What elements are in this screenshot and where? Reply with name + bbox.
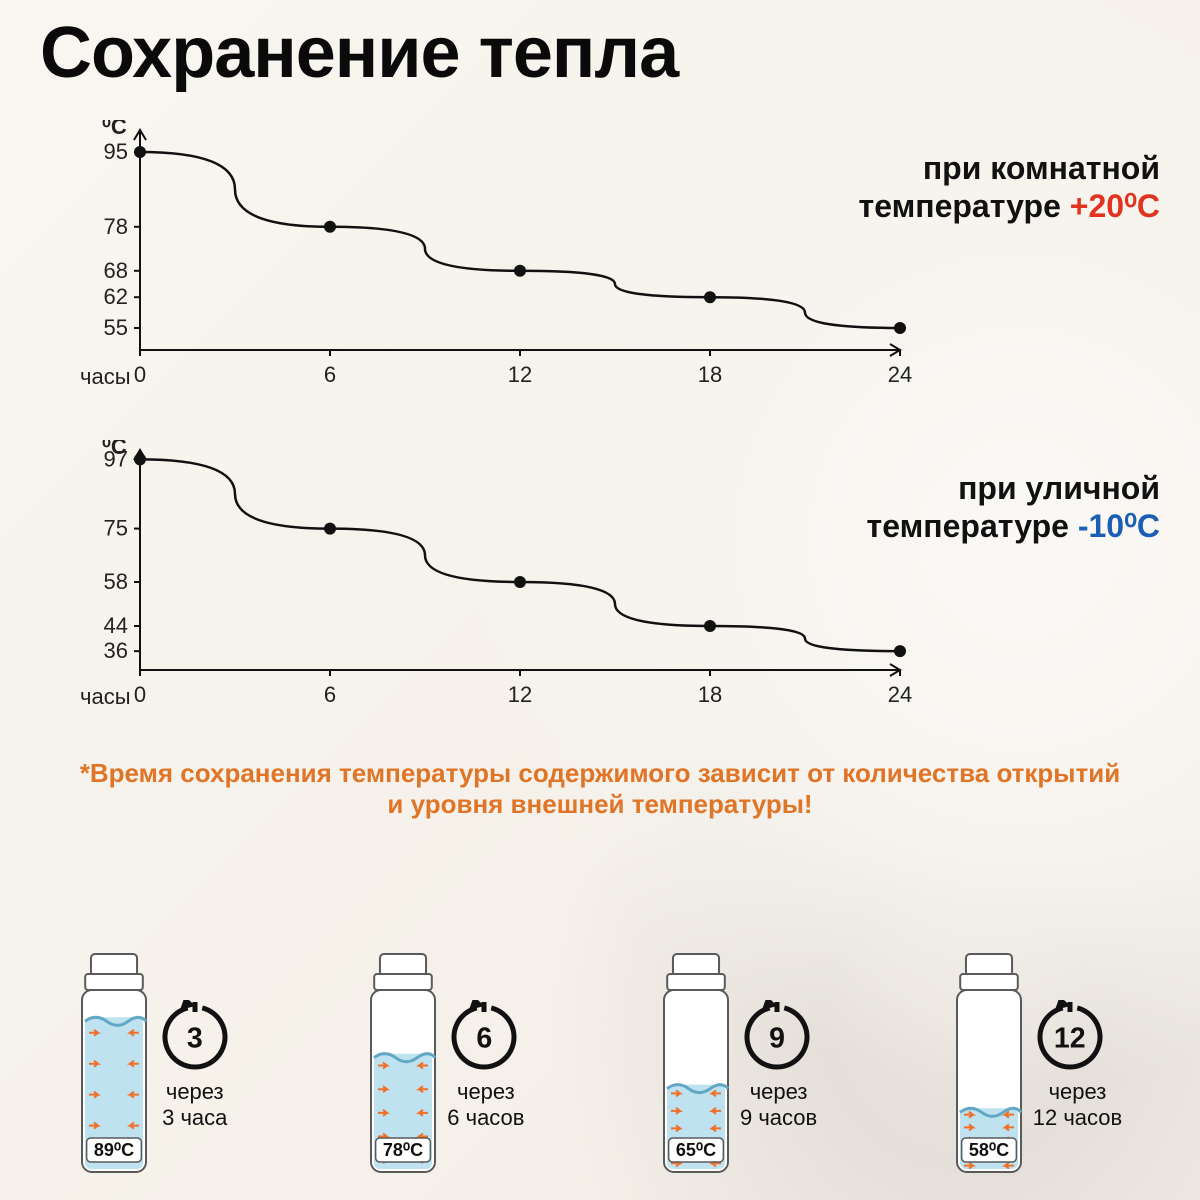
thermos-after-label: через — [447, 1079, 524, 1105]
chart-room-temp: ⁰C часы 95 78 6862 550 6 12 18 24 — [60, 120, 920, 425]
x-tick-label: 12 — [508, 362, 532, 387]
data-point — [704, 620, 716, 632]
footnote: *Время сохранения температуры содержимог… — [0, 758, 1200, 820]
data-point — [324, 221, 336, 233]
y-tick-label: 55 — [104, 315, 128, 340]
condition-room-line1: при комнатной — [859, 150, 1160, 187]
data-point — [134, 453, 146, 465]
thermos-bottle-icon: 89⁰C — [78, 950, 150, 1180]
y-tick-label: 68 — [104, 258, 128, 283]
thermos-info: 3 через3 часа — [158, 1000, 232, 1131]
y-tick-label: 58 — [104, 569, 128, 594]
x-tick-label: 6 — [324, 362, 336, 387]
thermos-info: 12 через12 часов — [1033, 1000, 1122, 1131]
thermos-duration: 9 часов — [740, 1105, 817, 1131]
y-tick-label: 95 — [104, 139, 128, 164]
thermos-item: 65⁰C 9 через9 часов — [660, 950, 817, 1180]
condition-outdoor-line2-pre: температуре — [867, 508, 1078, 544]
x-tick-label: 24 — [888, 362, 912, 387]
data-point — [514, 265, 526, 277]
thermos-temp: 65⁰C — [676, 1140, 716, 1160]
condition-room-value: +20⁰C — [1070, 188, 1160, 224]
page-title: Сохранение тепла — [40, 12, 678, 94]
thermos-duration: 6 часов — [447, 1105, 524, 1131]
clock-icon: 3 — [158, 1000, 232, 1079]
data-point — [514, 576, 526, 588]
thermos-after-label: через — [158, 1079, 232, 1105]
data-point — [134, 146, 146, 158]
y-tick-label: 97 — [104, 446, 128, 471]
thermos-row: 89⁰C3через3 часа78⁰C6через6 часов65⁰C9че… — [0, 950, 1200, 1180]
thermos-item: 89⁰C 3 через3 часа — [78, 950, 232, 1180]
thermos-bottle-icon: 58⁰C — [953, 950, 1025, 1180]
data-point — [704, 291, 716, 303]
x-label: часы — [80, 364, 131, 389]
series-line — [140, 459, 900, 651]
x-tick-label: 18 — [698, 362, 722, 387]
y-tick-label: 75 — [104, 516, 128, 541]
chart-svg: ⁰Cчасы977558443606121824 — [60, 440, 920, 740]
series-line — [140, 152, 900, 328]
clock-hours: 12 — [1054, 1023, 1086, 1056]
y-unit-label: ⁰C — [102, 120, 127, 139]
thermos-info: 9 через9 часов — [740, 1000, 817, 1131]
thermos-duration: 3 часа — [158, 1105, 232, 1131]
clock-hours: 6 — [476, 1023, 492, 1056]
x-tick-label: 0 — [134, 362, 146, 387]
condition-room: при комнатной температуре +20⁰C — [859, 150, 1160, 225]
chart-svg: ⁰C часы 95 78 6862 550 6 12 18 24 — [60, 120, 920, 420]
y-tick-label: 62 — [104, 284, 128, 309]
x-tick-label: 24 — [888, 682, 912, 707]
thermos-item: 58⁰C 12 через12 часов — [953, 950, 1122, 1180]
y-tick-label: 78 — [104, 214, 128, 239]
clock-hours: 3 — [187, 1023, 203, 1056]
x-tick-label: 6 — [324, 682, 336, 707]
thermos-after-label: через — [1033, 1079, 1122, 1105]
condition-outdoor: при уличной температуре -10⁰C — [867, 470, 1160, 545]
thermos-after-label: через — [740, 1079, 817, 1105]
x-tick-label: 12 — [508, 682, 532, 707]
thermos-duration: 12 часов — [1033, 1105, 1122, 1131]
data-point — [324, 523, 336, 535]
clock-icon: 12 — [1033, 1000, 1107, 1079]
thermos-info: 6 через6 часов — [447, 1000, 524, 1131]
condition-outdoor-value: -10⁰C — [1078, 508, 1160, 544]
clock-hours: 9 — [769, 1023, 785, 1056]
thermos-bottle-icon: 65⁰C — [660, 950, 732, 1180]
chart-outdoor-temp: ⁰Cчасы977558443606121824 — [60, 440, 920, 745]
x-label: часы — [80, 684, 131, 709]
y-tick-label: 36 — [104, 638, 128, 663]
condition-outdoor-line1: при уличной — [867, 470, 1160, 507]
clock-icon: 6 — [447, 1000, 521, 1079]
x-tick-label: 18 — [698, 682, 722, 707]
thermos-bottle-icon: 78⁰C — [367, 950, 439, 1180]
condition-room-line2-pre: температуре — [859, 188, 1070, 224]
data-point — [894, 322, 906, 334]
thermos-temp: 89⁰C — [94, 1140, 134, 1160]
thermos-item: 78⁰C 6 через6 часов — [367, 950, 524, 1180]
y-tick-label: 44 — [104, 613, 128, 638]
thermos-temp: 58⁰C — [969, 1140, 1009, 1160]
data-point — [894, 645, 906, 657]
x-tick-label: 0 — [134, 682, 146, 707]
clock-icon: 9 — [740, 1000, 814, 1079]
thermos-temp: 78⁰C — [383, 1140, 423, 1160]
